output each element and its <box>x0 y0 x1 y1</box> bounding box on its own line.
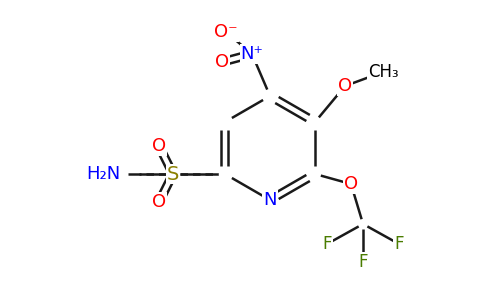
Text: O: O <box>338 77 352 95</box>
Text: O⁻: O⁻ <box>214 23 238 41</box>
Text: O: O <box>344 175 358 193</box>
Text: O: O <box>152 193 166 211</box>
Text: F: F <box>358 253 368 271</box>
Text: F: F <box>322 235 332 253</box>
Text: F: F <box>394 235 404 253</box>
Text: O: O <box>152 137 166 155</box>
Text: H₂N: H₂N <box>87 165 121 183</box>
Text: N⁺: N⁺ <box>241 45 263 63</box>
Text: N: N <box>263 191 277 209</box>
Text: S: S <box>167 164 179 184</box>
Text: CH₃: CH₃ <box>368 63 398 81</box>
Text: O: O <box>215 53 229 71</box>
